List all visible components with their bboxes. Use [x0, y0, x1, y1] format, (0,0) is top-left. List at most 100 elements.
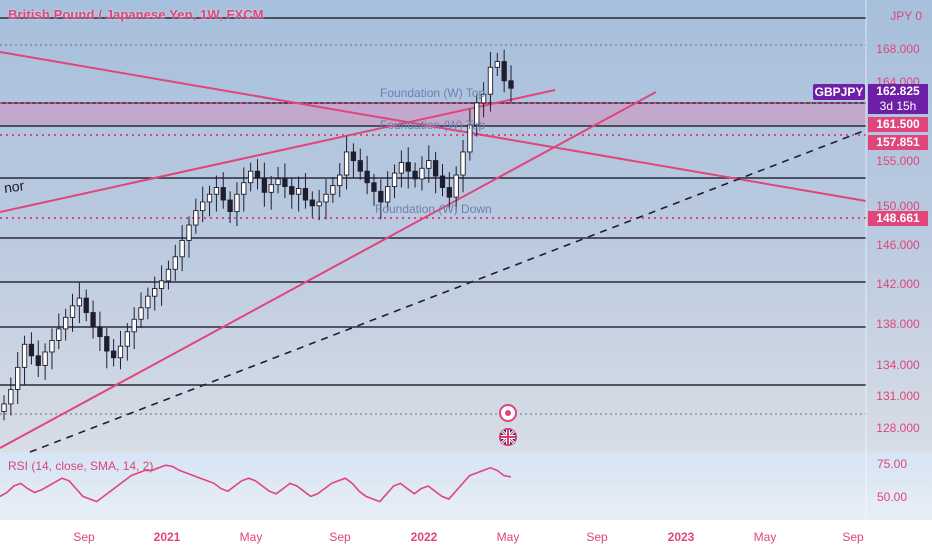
candle-body-21 [145, 295, 151, 309]
candle-body-29 [200, 201, 206, 212]
rsi-axis-label-0: 75.00 [877, 457, 907, 471]
candle-body-54 [371, 182, 377, 192]
candle-body-53 [364, 170, 370, 184]
candle-body-56 [385, 186, 391, 203]
time-axis-label-3: Sep [329, 530, 351, 544]
level-tag-157851: 157.851 [868, 135, 928, 150]
candle-body-63 [432, 160, 439, 177]
candle-body-65 [446, 187, 452, 198]
candle-body-8 [56, 328, 62, 341]
uk-flag-icon[interactable] [499, 428, 517, 446]
candle-body-2 [15, 366, 21, 390]
candle-body-24 [165, 268, 172, 282]
candle-body-33 [227, 199, 233, 213]
time-axis-label-2: May [240, 530, 263, 544]
candle-body-51 [350, 151, 357, 162]
candle-body-10 [69, 305, 76, 318]
bar-countdown-tag: 3d 15h [868, 99, 928, 114]
ticker-fragment: nor [2, 177, 26, 196]
candle-body-7 [49, 339, 55, 353]
level-tag-148661: 148.661 [868, 211, 928, 226]
candle-body-3 [21, 343, 28, 368]
candle-body-27 [186, 224, 192, 241]
foundation-zone-fill [0, 103, 866, 126]
price-axis-label-6: 138.000 [876, 317, 920, 331]
candle-body-67 [460, 151, 466, 176]
price-axis-label-2: 155.000 [876, 154, 920, 168]
time-axis-label-1: 2021 [154, 530, 181, 544]
candle-body-34 [234, 193, 240, 213]
time-axis-label-6: Sep [586, 530, 608, 544]
candle-body-17 [117, 345, 124, 359]
candle-body-70 [480, 93, 487, 104]
candle-body-19 [131, 318, 137, 333]
candle-body-59 [405, 162, 411, 172]
candle-body-35 [241, 182, 247, 195]
candle-body-18 [124, 331, 130, 347]
candle-body-31 [213, 187, 220, 195]
candle-body-61 [419, 167, 425, 180]
axis-currency: JPY 0 [890, 9, 922, 23]
symbol-ticker-tag[interactable]: GBPJPY [813, 84, 865, 100]
zone-label-top-1: Foundation (W) Top [380, 86, 486, 100]
rsi-line [0, 464, 512, 503]
candle-body-50 [343, 151, 350, 176]
candle-body-47 [323, 193, 329, 203]
candle-body-58 [398, 162, 405, 174]
candle-body-43 [295, 188, 302, 195]
level-tag-161500: 161.500 [868, 117, 928, 132]
rsi-indicator-label[interactable]: RSI (14, close, SMA, 14, 2) [8, 459, 154, 473]
trendline-dashed [29, 129, 867, 453]
chart-title: British Pound / Japanese Yen, 1W, FXCM [8, 7, 264, 22]
candle-body-4 [28, 343, 35, 357]
candle-body-72 [494, 61, 500, 68]
candle-body-13 [90, 312, 96, 328]
alert-target-icon[interactable] [499, 404, 517, 422]
time-axis-label-9: Sep [842, 530, 864, 544]
candle-body-1 [8, 389, 14, 405]
time-axis-label-0: Sep [73, 530, 95, 544]
candle-body-39 [268, 184, 274, 193]
candle-body-62 [426, 160, 432, 169]
candle-body-42 [289, 186, 295, 195]
price-axis-label-7: 134.000 [876, 358, 920, 372]
candle-body-71 [487, 66, 494, 95]
candle-body-74 [508, 80, 514, 89]
price-axis-label-8: 131.000 [876, 389, 920, 403]
candle-body-11 [76, 297, 83, 307]
price-axis-label-4: 146.000 [876, 238, 920, 252]
candle-body-55 [378, 190, 384, 203]
candle-body-44 [302, 188, 309, 201]
time-axis-background [0, 520, 932, 550]
trendline-upper-ascending [0, 89, 556, 213]
time-axis-label-8: May [754, 530, 777, 544]
time-axis-label-5: May [497, 530, 520, 544]
candle-body-48 [330, 185, 336, 195]
candle-body-60 [412, 170, 418, 180]
candle-body-41 [282, 178, 288, 188]
time-axis-label-7: 2023 [668, 530, 695, 544]
candle-body-45 [309, 199, 315, 207]
candle-body-0 [1, 403, 7, 413]
candle-body-25 [172, 256, 178, 270]
candle-body-66 [453, 174, 459, 198]
candle-body-26 [179, 239, 185, 258]
candle-body-5 [35, 355, 41, 366]
candle-body-46 [316, 201, 322, 207]
zone-label-top-2: Foundation (W) Top [380, 118, 486, 132]
candle-body-23 [158, 280, 165, 289]
candle-body-57 [391, 172, 398, 188]
candle-body-32 [220, 187, 226, 201]
candle-body-68 [467, 124, 473, 153]
candle-body-20 [138, 307, 144, 320]
zone-label-down: Foundation (W) Down [375, 202, 492, 216]
candle-body-38 [261, 177, 268, 193]
candle-body-69 [474, 102, 480, 126]
trendline-lower-ascending [0, 91, 657, 449]
price-axis-label-9: 128.000 [876, 421, 920, 435]
candle-body-64 [439, 175, 446, 188]
candle-body-28 [193, 210, 199, 226]
candle-body-40 [275, 178, 281, 186]
